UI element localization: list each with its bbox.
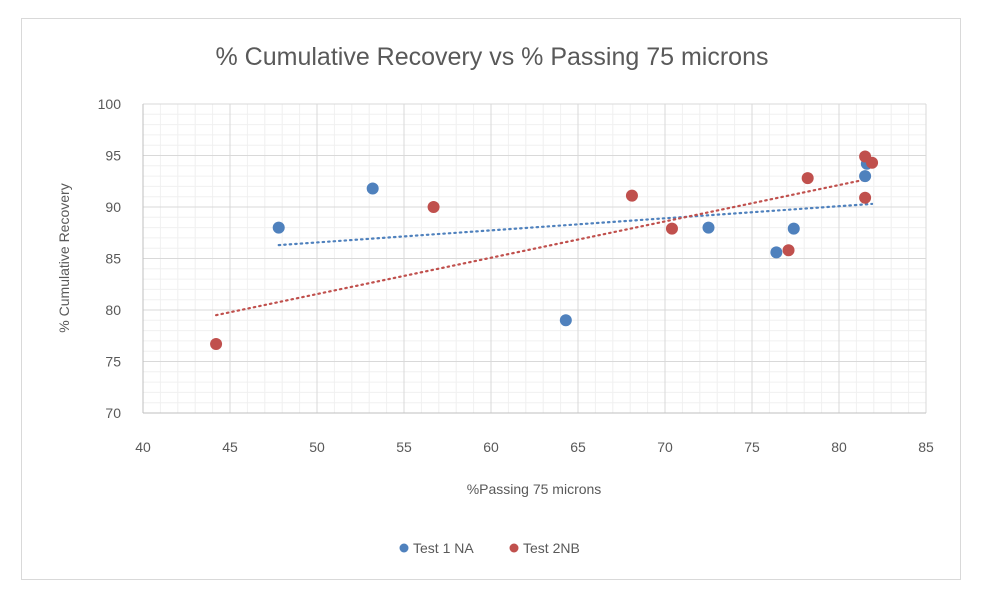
y-tick-label: 70 [105, 405, 121, 421]
trendlines [214, 177, 874, 317]
y-tick-label: 85 [105, 251, 121, 267]
x-tick-label: 50 [309, 439, 325, 455]
x-tick-label: 45 [222, 439, 238, 455]
trendline [277, 202, 874, 247]
data-point [859, 191, 872, 204]
legend: Test 1 NA Test 2NB [399, 540, 580, 556]
data-point [801, 172, 814, 185]
x-tick-label: 65 [570, 439, 586, 455]
legend-marker [509, 543, 519, 553]
data-point [210, 337, 223, 350]
data-point [770, 246, 783, 259]
x-tick-label: 70 [657, 439, 673, 455]
y-axis-label: % Cumulative Recovery [56, 183, 72, 332]
data-point [427, 201, 440, 213]
grid [142, 103, 927, 414]
data-point [787, 222, 800, 235]
x-tick-label: 85 [918, 439, 934, 455]
y-tick-label: 90 [105, 199, 121, 215]
data-point [859, 170, 872, 183]
x-tick-label: 80 [831, 439, 847, 455]
legend-label: Test 1 NA [413, 540, 474, 556]
data-point [665, 222, 678, 235]
data-point [366, 182, 379, 195]
x-tick-label: 55 [396, 439, 412, 455]
chart-frame [21, 18, 961, 580]
y-tick-label: 95 [105, 148, 121, 164]
data-point [559, 314, 572, 327]
chart-title: % Cumulative Recovery vs % Passing 75 mi… [216, 43, 769, 71]
x-tick-label: 60 [483, 439, 499, 455]
data-points [210, 150, 879, 350]
y-tick-label: 75 [105, 354, 121, 370]
x-axis-label: %Passing 75 microns [467, 481, 602, 497]
data-point [866, 156, 879, 169]
legend-marker [399, 543, 409, 553]
legend-label: Test 2NB [523, 540, 580, 556]
trendline [214, 177, 874, 317]
data-point [702, 221, 715, 234]
x-tick-label: 40 [135, 439, 151, 455]
y-tick-label: 100 [98, 96, 122, 112]
data-point [272, 221, 285, 234]
y-tick-label: 80 [105, 302, 121, 318]
x-tick-label: 75 [744, 439, 760, 455]
data-point [782, 244, 795, 257]
axes: 40 45 50 55 60 65 70 75 80 85 70 75 80 85 90 95 100 [98, 96, 934, 455]
data-point [625, 189, 638, 202]
